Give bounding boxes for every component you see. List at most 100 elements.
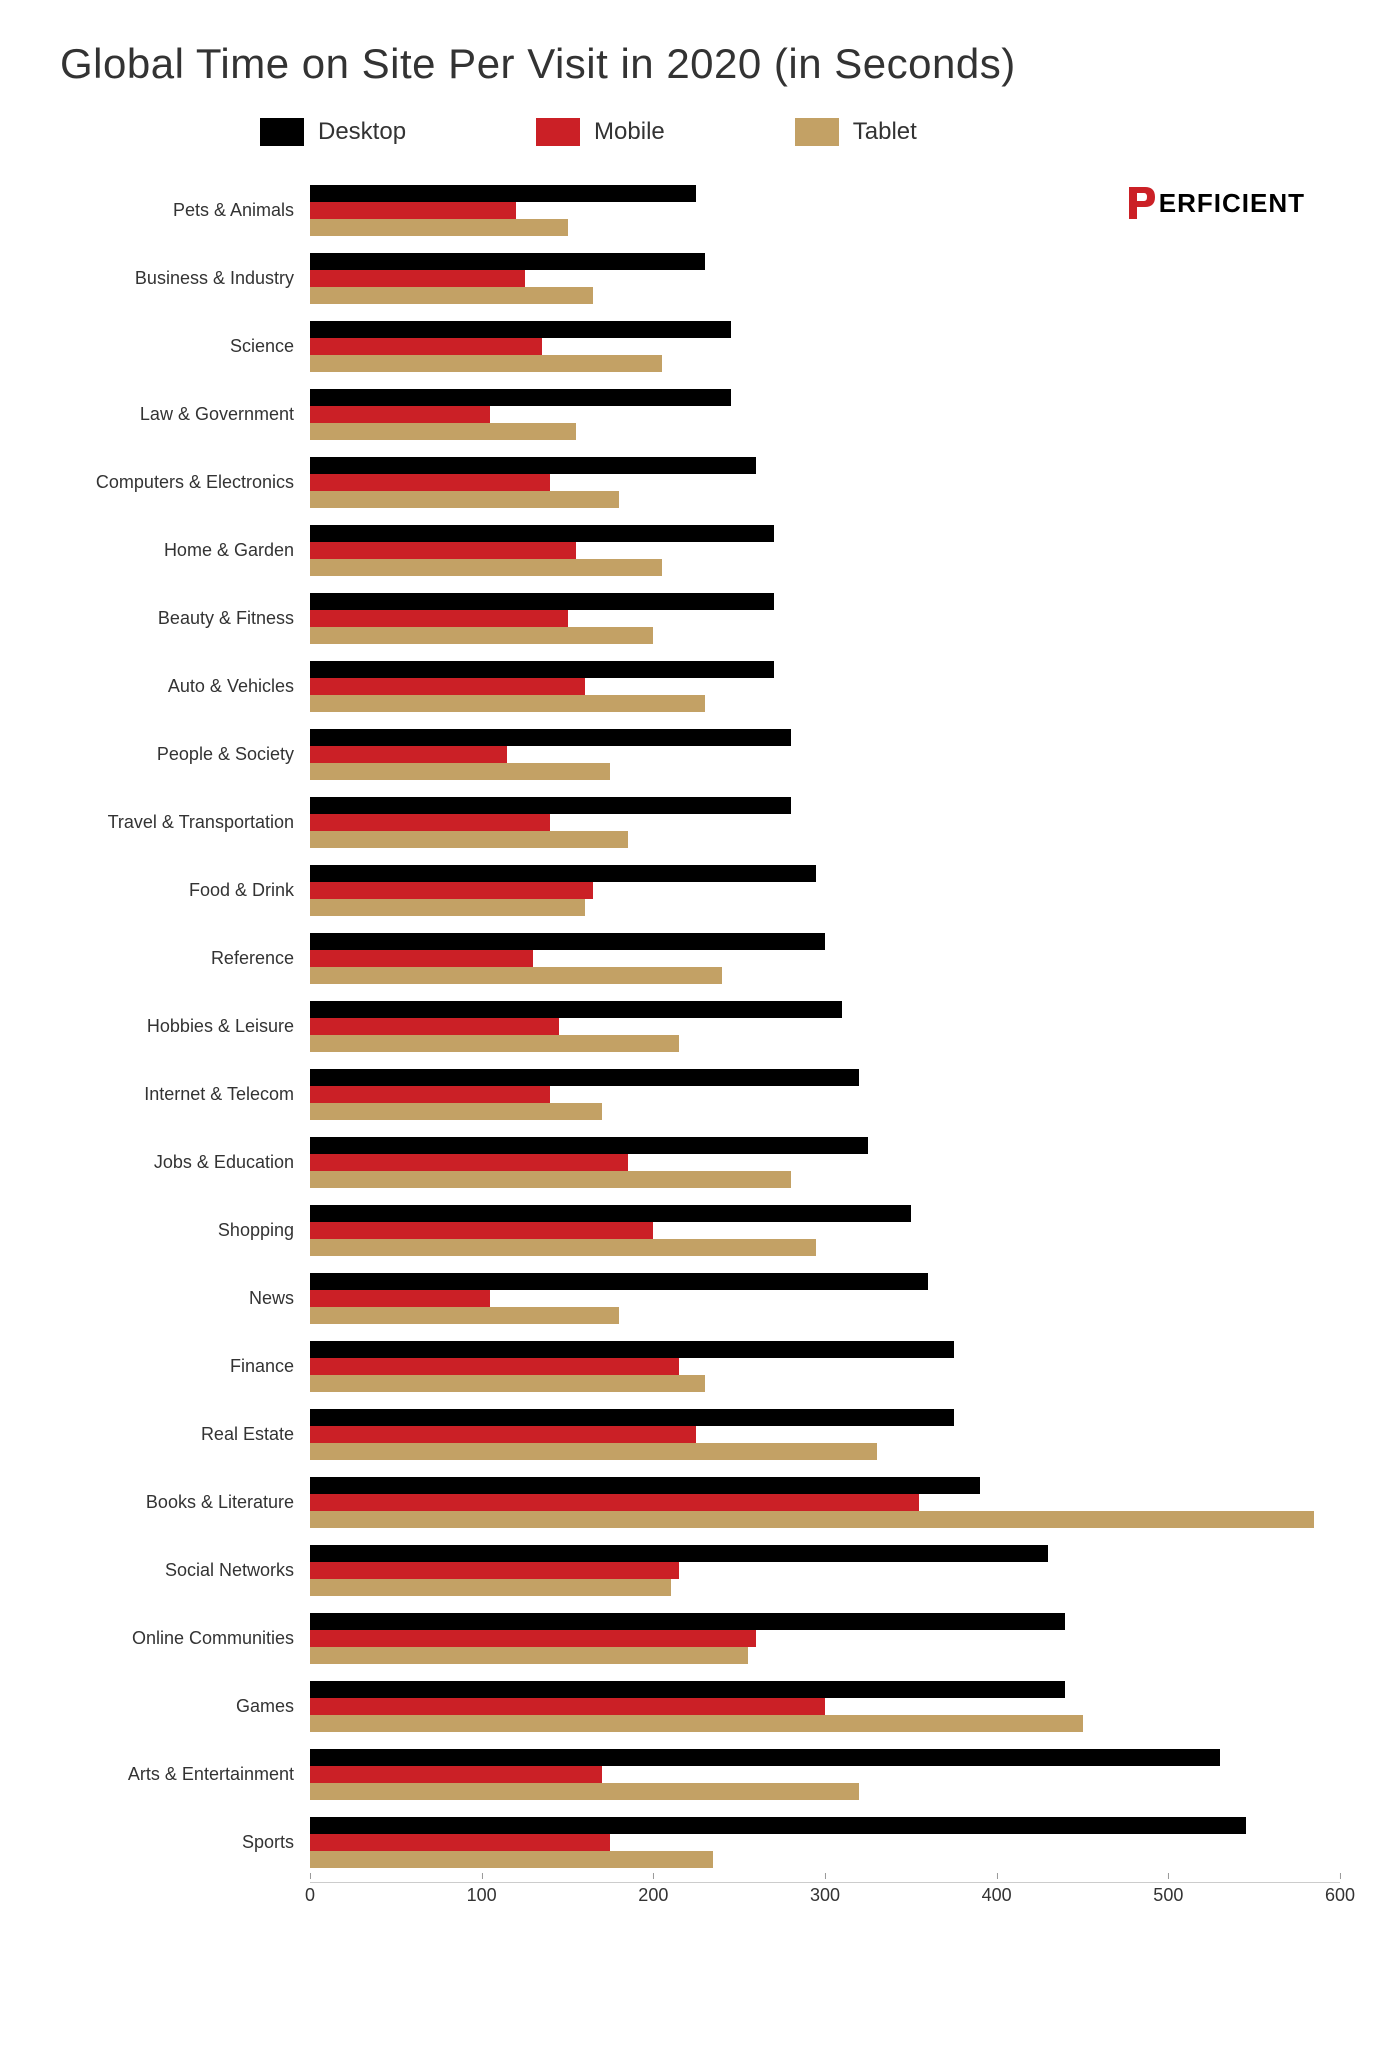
bar-tablet (310, 423, 576, 440)
bar-group (310, 516, 1340, 584)
bar-group (310, 788, 1340, 856)
bar-group (310, 380, 1340, 448)
chart-row: Computers & Electronics (60, 448, 1340, 516)
category-label: Computers & Electronics (60, 472, 310, 493)
bar-tablet (310, 491, 619, 508)
chart-row: Science (60, 312, 1340, 380)
bar-desktop (310, 457, 756, 474)
category-label: Business & Industry (60, 268, 310, 289)
bar-mobile (310, 1154, 628, 1171)
bar-group (310, 1672, 1340, 1740)
legend-item-mobile: Mobile (536, 118, 665, 146)
bar-mobile (310, 610, 568, 627)
bar-tablet (310, 967, 722, 984)
bar-group (310, 1808, 1340, 1876)
category-label: Social Networks (60, 1560, 310, 1581)
bar-mobile (310, 1358, 679, 1375)
bar-desktop (310, 525, 774, 542)
bar-tablet (310, 559, 662, 576)
chart-row: Finance (60, 1332, 1340, 1400)
bar-desktop (310, 1749, 1220, 1766)
chart-row: Internet & Telecom (60, 1060, 1340, 1128)
chart-row: Arts & Entertainment (60, 1740, 1340, 1808)
bar-desktop (310, 1137, 868, 1154)
bar-group (310, 1332, 1340, 1400)
chart-title: Global Time on Site Per Visit in 2020 (i… (60, 40, 1340, 88)
chart-row: Travel & Transportation (60, 788, 1340, 856)
legend-swatch-tablet (795, 118, 839, 146)
bar-mobile (310, 1562, 679, 1579)
chart-row: Games (60, 1672, 1340, 1740)
bar-tablet (310, 1035, 679, 1052)
bar-tablet (310, 899, 585, 916)
category-label: Pets & Animals (60, 200, 310, 221)
bar-mobile (310, 1426, 696, 1443)
bar-mobile (310, 1630, 756, 1647)
bar-desktop (310, 1205, 911, 1222)
bar-mobile (310, 814, 550, 831)
bar-tablet (310, 1103, 602, 1120)
bar-mobile (310, 882, 593, 899)
bar-group (310, 720, 1340, 788)
legend-swatch-desktop (260, 118, 304, 146)
bar-mobile (310, 1494, 919, 1511)
bar-tablet (310, 287, 593, 304)
category-label: Law & Government (60, 404, 310, 425)
chart-row: Law & Government (60, 380, 1340, 448)
bar-mobile (310, 1018, 559, 1035)
bar-group (310, 1196, 1340, 1264)
bar-mobile (310, 474, 550, 491)
category-label: Real Estate (60, 1424, 310, 1445)
bar-desktop (310, 1409, 954, 1426)
bar-group (310, 312, 1340, 380)
x-tick: 600 (1325, 1877, 1355, 1906)
chart-rows: Pets & Animals Business & Industry Science… (60, 176, 1340, 1876)
legend-item-desktop: Desktop (260, 118, 406, 146)
bar-mobile (310, 542, 576, 559)
legend-item-tablet: Tablet (795, 118, 917, 146)
category-label: Jobs & Education (60, 1152, 310, 1173)
bar-desktop (310, 1817, 1246, 1834)
bar-mobile (310, 1834, 610, 1851)
bar-desktop (310, 253, 705, 270)
bar-mobile (310, 678, 585, 695)
bar-mobile (310, 202, 516, 219)
x-tick: 400 (982, 1877, 1012, 1906)
bar-tablet (310, 831, 628, 848)
bar-desktop (310, 1341, 954, 1358)
bar-tablet (310, 695, 705, 712)
bar-tablet (310, 763, 610, 780)
bar-tablet (310, 1647, 748, 1664)
bar-group (310, 1536, 1340, 1604)
chart-row: Food & Drink (60, 856, 1340, 924)
category-label: Games (60, 1696, 310, 1717)
legend-label-desktop: Desktop (318, 118, 406, 146)
category-label: Auto & Vehicles (60, 676, 310, 697)
bar-desktop (310, 1069, 859, 1086)
chart-row: Business & Industry (60, 244, 1340, 312)
category-label: Finance (60, 1356, 310, 1377)
x-tick: 0 (305, 1877, 315, 1906)
bar-mobile (310, 1290, 490, 1307)
bar-mobile (310, 270, 525, 287)
category-label: Internet & Telecom (60, 1084, 310, 1105)
category-label: People & Society (60, 744, 310, 765)
bar-desktop (310, 797, 791, 814)
bar-desktop (310, 321, 731, 338)
chart-row: Shopping (60, 1196, 1340, 1264)
bar-desktop (310, 1613, 1065, 1630)
category-label: Sports (60, 1832, 310, 1853)
x-tick: 200 (638, 1877, 668, 1906)
bar-group (310, 448, 1340, 516)
chart-row: Online Communities (60, 1604, 1340, 1672)
bar-desktop (310, 593, 774, 610)
chart-row: Beauty & Fitness (60, 584, 1340, 652)
bar-group (310, 992, 1340, 1060)
bar-tablet (310, 355, 662, 372)
category-label: Arts & Entertainment (60, 1764, 310, 1785)
bar-tablet (310, 1375, 705, 1392)
bar-tablet (310, 1783, 859, 1800)
chart-row: Jobs & Education (60, 1128, 1340, 1196)
chart-row: Social Networks (60, 1536, 1340, 1604)
bar-mobile (310, 1222, 653, 1239)
